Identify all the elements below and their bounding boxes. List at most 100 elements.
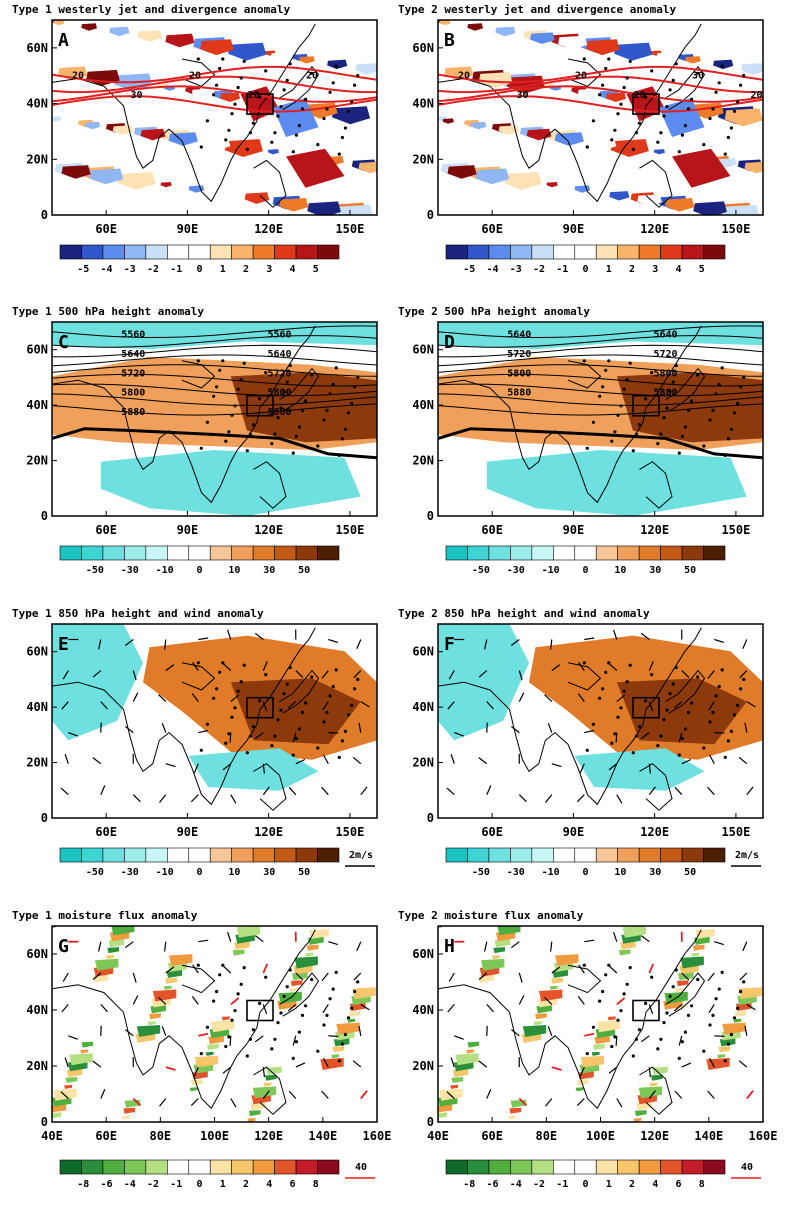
significance-dot (353, 990, 356, 993)
colorbar-label: -2 (533, 264, 545, 275)
colorbar-label: 2 (243, 1179, 249, 1190)
contour-label: 5640 (267, 349, 291, 360)
colorbar-cell (639, 848, 660, 862)
significance-dot (586, 1052, 589, 1055)
significance-dot (702, 143, 705, 146)
x-tick-label: 140E (694, 1129, 723, 1143)
colorbar-label: 30 (649, 565, 661, 576)
significance-dot (604, 671, 607, 674)
colorbar-label: -1 (170, 1179, 182, 1190)
x-tick-label: 150E (335, 523, 364, 537)
colorbar-label: -10 (542, 867, 560, 878)
significance-dot (224, 440, 227, 443)
significance-dot (237, 86, 240, 89)
significance-dot (659, 1038, 662, 1041)
colorbar-label: 1 (606, 1179, 612, 1190)
contour-label: 5720 (267, 368, 291, 379)
wind-vector (616, 1036, 617, 1046)
contour-label: 5800 (267, 388, 291, 399)
colorbar-cell (296, 1160, 317, 1174)
significance-dot (681, 435, 684, 438)
significance-dot (730, 730, 733, 733)
colorbar-label: -10 (542, 565, 560, 576)
significance-dot (243, 362, 246, 365)
colorbar-cell (467, 1160, 488, 1174)
significance-dot (684, 1031, 687, 1034)
colorbar-cell (60, 1160, 81, 1174)
significance-dot (227, 129, 230, 132)
significance-dot (598, 1000, 601, 1003)
significance-dot (678, 1057, 681, 1060)
significance-dot (301, 107, 304, 110)
significance-dot (632, 751, 635, 754)
significance-dot (283, 692, 286, 695)
colorbar-cell (553, 848, 574, 862)
colorbar-label: -10 (156, 565, 174, 576)
significance-dot (316, 746, 319, 749)
panel-letter: E (58, 634, 69, 655)
significance-dot (344, 126, 347, 129)
y-tick-label: 20N (26, 152, 48, 166)
significance-dot (665, 1011, 668, 1014)
x-tick-label: 80E (535, 1129, 557, 1143)
panel-title: Type 1 westerly jet and divergence anoma… (12, 3, 291, 16)
colorbar-cell (618, 546, 639, 560)
significance-dot (718, 685, 721, 688)
significance-dot (200, 447, 203, 450)
x-tick-label: 90E (177, 222, 199, 236)
colorbar-cell (510, 1160, 531, 1174)
y-tick-label: 20N (412, 152, 434, 166)
significance-dot (672, 985, 675, 988)
significance-dot (356, 980, 359, 983)
significance-dot (586, 145, 589, 148)
significance-dot (678, 452, 681, 455)
colorbar-cell (682, 848, 703, 862)
x-tick-label: 60E (481, 222, 503, 236)
x-tick-label: 120E (254, 1129, 283, 1143)
colorbar-cell (446, 245, 467, 259)
colorbar-cell (596, 245, 617, 259)
significance-dot (702, 1050, 705, 1053)
significance-dot (240, 76, 243, 79)
significance-dot (672, 79, 675, 82)
significance-dot (638, 423, 641, 426)
significance-dot (338, 1059, 341, 1062)
significance-dot (230, 414, 233, 417)
significance-dot (659, 433, 662, 436)
colorbar-cell (704, 546, 725, 560)
significance-dot (233, 1009, 236, 1012)
significance-dot (665, 407, 668, 410)
contour-label: 5880 (653, 388, 677, 399)
significance-dot (675, 62, 678, 65)
colorbar-cell (510, 245, 531, 259)
significance-dot (650, 976, 653, 979)
x-tick-label: 120E (640, 825, 669, 839)
significance-dot (739, 385, 742, 388)
contour-label: 5720 (121, 368, 145, 379)
significance-dot (332, 685, 335, 688)
significance-dot (626, 378, 629, 381)
significance-dot (212, 697, 215, 700)
colorbar-cell (210, 848, 231, 862)
colorbar-cell (575, 848, 596, 862)
significance-dot (702, 444, 705, 447)
contour-label: 20 (458, 71, 470, 82)
x-tick-label: 120E (254, 222, 283, 236)
colorbar-cell (81, 1160, 102, 1174)
significance-dot (227, 732, 230, 735)
significance-dot (344, 428, 347, 431)
significance-dot (295, 737, 298, 740)
significance-dot (252, 725, 255, 728)
colorbar-label: 5 (699, 264, 705, 275)
y-tick-label: 20N (412, 454, 434, 468)
significance-dot (273, 433, 276, 436)
significance-dot (273, 735, 276, 738)
significance-dot (233, 404, 236, 407)
significance-dot (286, 985, 289, 988)
colorbar-label: -50 (86, 867, 104, 878)
panel-title: Type 1 850 hPa height and wind anomaly (12, 607, 264, 620)
colorbar-cell (575, 1160, 596, 1174)
y-tick-label: 20N (412, 756, 434, 770)
y-tick-label: 20N (412, 1059, 434, 1073)
